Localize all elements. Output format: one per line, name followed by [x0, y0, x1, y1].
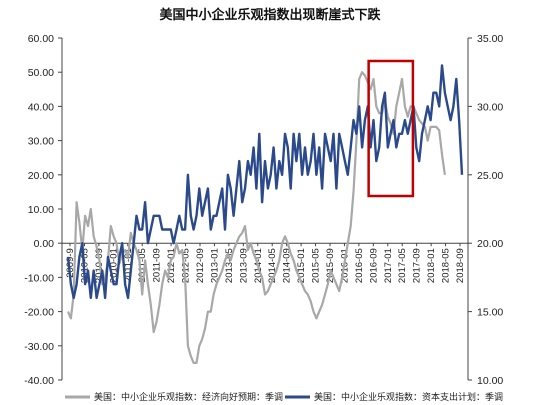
- x-tick-label: 2010-01: [108, 248, 119, 283]
- x-tick-label: 2017-05: [397, 248, 408, 283]
- chart-title: 美国中小企业乐观指数出现断崖式下跌: [159, 7, 381, 23]
- x-tick-label: 2011-05: [137, 248, 148, 282]
- x-tick-label: 2016-05: [354, 248, 365, 283]
- legend-label-gray: 美国：中小企业乐观指数：经济向好预期：季调: [94, 391, 283, 403]
- right-tick-label: 15.00: [477, 307, 503, 319]
- right-tick-label: 20.00: [477, 238, 503, 250]
- legend-label-blue: 美国：中小企业乐观指数：资本支出计划：季调: [314, 391, 503, 403]
- x-tick-label: 2011-09: [152, 248, 163, 282]
- series-layer: [66, 64, 464, 364]
- left-tick-label: -40.00: [24, 375, 54, 387]
- axes: [61, 38, 469, 380]
- series-line-capex-plans: [66, 64, 464, 300]
- x-tick-label: 2016-09: [368, 248, 379, 283]
- x-tick-label: 2013-01: [209, 248, 220, 283]
- x-tick-label: 2017-09: [412, 248, 423, 283]
- left-tick-label: -10.00: [24, 272, 54, 284]
- left-axis-ticks: 60.00 50.00 40.00 30.00 20.00 10.00 0.00 -10.00…: [24, 33, 62, 387]
- right-tick-label: 35.00: [477, 33, 503, 45]
- left-tick-label: 20.00: [28, 170, 54, 182]
- left-tick-label: 30.00: [28, 136, 54, 148]
- highlight-box: [367, 59, 415, 198]
- x-tick-label: 2013-05: [224, 248, 235, 283]
- x-tick-label: 2012-05: [181, 248, 192, 283]
- x-tick-label: 2012-01: [166, 248, 177, 283]
- legend: 美国：中小企业乐观指数：经济向好预期：季调 美国：中小企业乐观指数：资本支出计划…: [65, 391, 503, 403]
- left-tick-label: -20.00: [24, 307, 54, 319]
- left-tick-label: 0.00: [34, 238, 55, 250]
- x-tick-label: 2015-01: [296, 248, 307, 283]
- x-tick-label: 2018-01: [426, 248, 437, 283]
- x-tick-label: 2014-09: [282, 248, 293, 283]
- x-tick-label: 2014-05: [267, 248, 278, 283]
- left-tick-label: -30.00: [24, 341, 54, 353]
- x-tick-label: 2018-09: [455, 248, 466, 283]
- x-tick-label: 2017-01: [383, 248, 394, 283]
- x-tick-label: 2013-09: [238, 248, 249, 283]
- left-tick-label: 40.00: [28, 101, 54, 113]
- highlight-layer: [367, 59, 415, 198]
- x-tick-label: 2009-9: [65, 248, 76, 278]
- right-tick-label: 25.00: [477, 170, 503, 182]
- x-tick-label: 2012-09: [195, 248, 206, 283]
- right-tick-label: 10.00: [477, 375, 503, 387]
- left-tick-label: 10.00: [28, 204, 54, 216]
- left-tick-label: 50.00: [28, 67, 54, 79]
- left-tick-label: 60.00: [28, 33, 54, 45]
- x-tick-label: 2015-09: [325, 248, 336, 283]
- series-line-economic-outlook: [66, 71, 446, 364]
- right-tick-label: 30.00: [477, 101, 503, 113]
- x-tick-label: 2018-05: [441, 248, 452, 283]
- right-axis-ticks: 35.00 30.00 25.00 20.00 15.00 10.00: [468, 33, 503, 387]
- x-tick-label: 2011-01: [123, 248, 134, 282]
- x-tick-label: 2015-05: [311, 248, 322, 283]
